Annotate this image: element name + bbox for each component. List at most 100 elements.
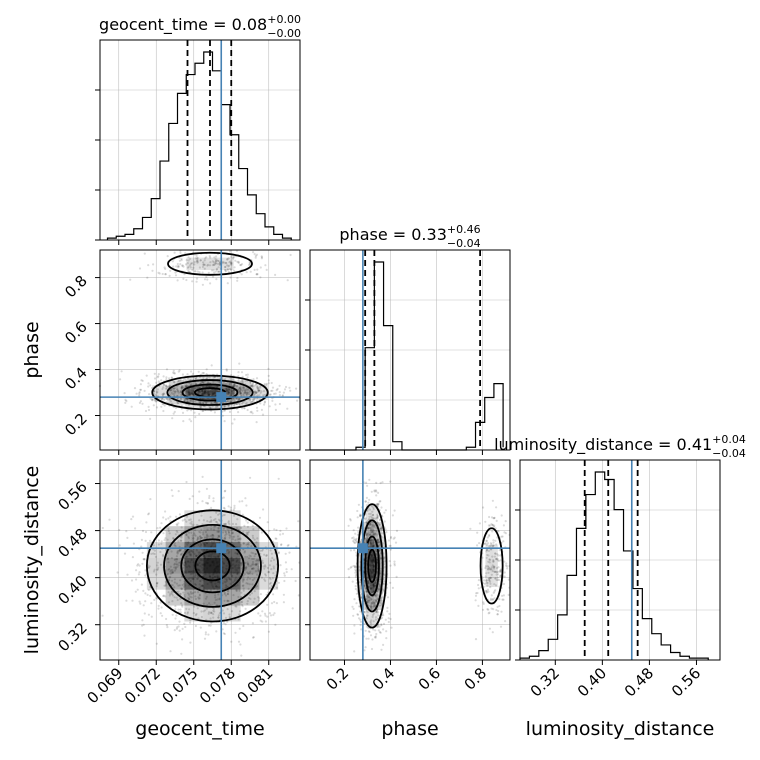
scatter-point: [189, 592, 192, 595]
scatter-point: [163, 266, 166, 269]
scatter-point: [228, 615, 231, 618]
scatter-point: [186, 612, 189, 615]
scatter-point: [239, 538, 242, 541]
scatter-point: [208, 494, 211, 498]
scatter-point: [375, 594, 378, 597]
scatter-point: [374, 599, 378, 602]
scatter-point: [185, 607, 188, 611]
scatter-point: [356, 613, 360, 616]
scatter-point: [180, 386, 183, 389]
scatter-point: [216, 530, 219, 533]
scatter-point: [363, 584, 366, 587]
scatter-point: [376, 515, 379, 519]
scatter-point: [268, 576, 271, 580]
scatter-point: [190, 409, 193, 412]
scatter-point: [201, 401, 205, 404]
scatter-point: [247, 541, 250, 544]
scatter-point: [368, 508, 371, 511]
scatter-point: [231, 422, 234, 425]
scatter-point: [249, 411, 252, 414]
scatter-point: [227, 529, 230, 533]
scatter-point: [222, 514, 225, 517]
scatter-point: [251, 384, 254, 387]
scatter-point: [209, 282, 212, 285]
scatter-point: [171, 584, 174, 587]
density-cell: [185, 375, 202, 381]
scatter-point: [171, 594, 174, 597]
scatter-point: [384, 509, 387, 512]
scatter-point: [373, 533, 376, 536]
scatter-point: [488, 568, 491, 571]
scatter-point: [199, 537, 202, 540]
scatter-point: [154, 394, 157, 397]
scatter-point: [222, 632, 225, 635]
scatter-point: [375, 598, 378, 601]
scatter-point: [231, 256, 235, 259]
density-cell: [361, 592, 366, 610]
scatter-point: [168, 397, 171, 400]
scatter-point: [235, 523, 238, 526]
scatter-point: [211, 536, 214, 539]
scatter-point: [228, 250, 232, 253]
scatter-point: [166, 399, 170, 402]
scatter-point: [367, 532, 370, 535]
scatter-point: [140, 538, 143, 542]
scatter-point: [164, 510, 167, 513]
scatter-point: [269, 578, 272, 581]
scatter-point: [191, 538, 194, 541]
scatter-point: [365, 496, 368, 499]
scatter-point: [195, 280, 198, 283]
scatter-point: [390, 626, 393, 629]
scatter-point: [381, 616, 384, 620]
scatter-point: [217, 530, 220, 533]
scatter-point: [242, 387, 245, 390]
scatter-point: [507, 593, 510, 597]
scatter-point: [255, 253, 259, 256]
scatter-point: [263, 578, 266, 581]
scatter-point: [276, 387, 279, 391]
scatter-point: [209, 406, 212, 409]
scatter-point: [236, 535, 240, 538]
scatter-point: [268, 587, 271, 590]
scatter-point: [167, 385, 170, 388]
scatter-point: [374, 581, 377, 584]
scatter-point: [251, 382, 254, 385]
scatter-point: [226, 608, 229, 611]
scatter-point: [213, 540, 216, 543]
scatter-point: [161, 393, 164, 396]
scatter-point: [207, 611, 211, 614]
scatter-point: [372, 620, 375, 623]
density-cell: [203, 557, 222, 574]
scatter-point: [156, 561, 159, 564]
density-cell: [184, 542, 204, 558]
scatter-point: [379, 583, 382, 586]
contour-line: [360, 519, 384, 613]
scatter-point: [378, 523, 381, 527]
scatter-point: [173, 542, 176, 545]
scatter-point: [493, 583, 496, 586]
scatter-point: [161, 553, 165, 557]
scatter-point: [368, 601, 371, 604]
scatter-point: [501, 535, 504, 538]
scatter-point: [161, 272, 164, 276]
scatter-point: [227, 531, 231, 534]
scatter-point: [240, 371, 244, 374]
scatter-point: [180, 539, 183, 542]
scatter-point: [248, 554, 251, 557]
scatter-point: [358, 581, 361, 584]
scatter-point: [209, 589, 212, 592]
density-cell: [186, 265, 203, 270]
scatter-point: [237, 595, 240, 599]
scatter-point: [278, 391, 281, 394]
scatter-point: [160, 606, 163, 609]
scatter-point: [231, 531, 234, 534]
scatter-point: [490, 543, 493, 546]
scatter-point: [236, 385, 239, 388]
scatter-point: [212, 616, 215, 619]
scatter-point: [374, 579, 377, 583]
scatter-point: [368, 523, 371, 526]
scatter-point: [501, 598, 504, 601]
scatter-point: [180, 386, 183, 389]
scatter-point: [383, 565, 387, 569]
scatter-point: [378, 518, 382, 521]
